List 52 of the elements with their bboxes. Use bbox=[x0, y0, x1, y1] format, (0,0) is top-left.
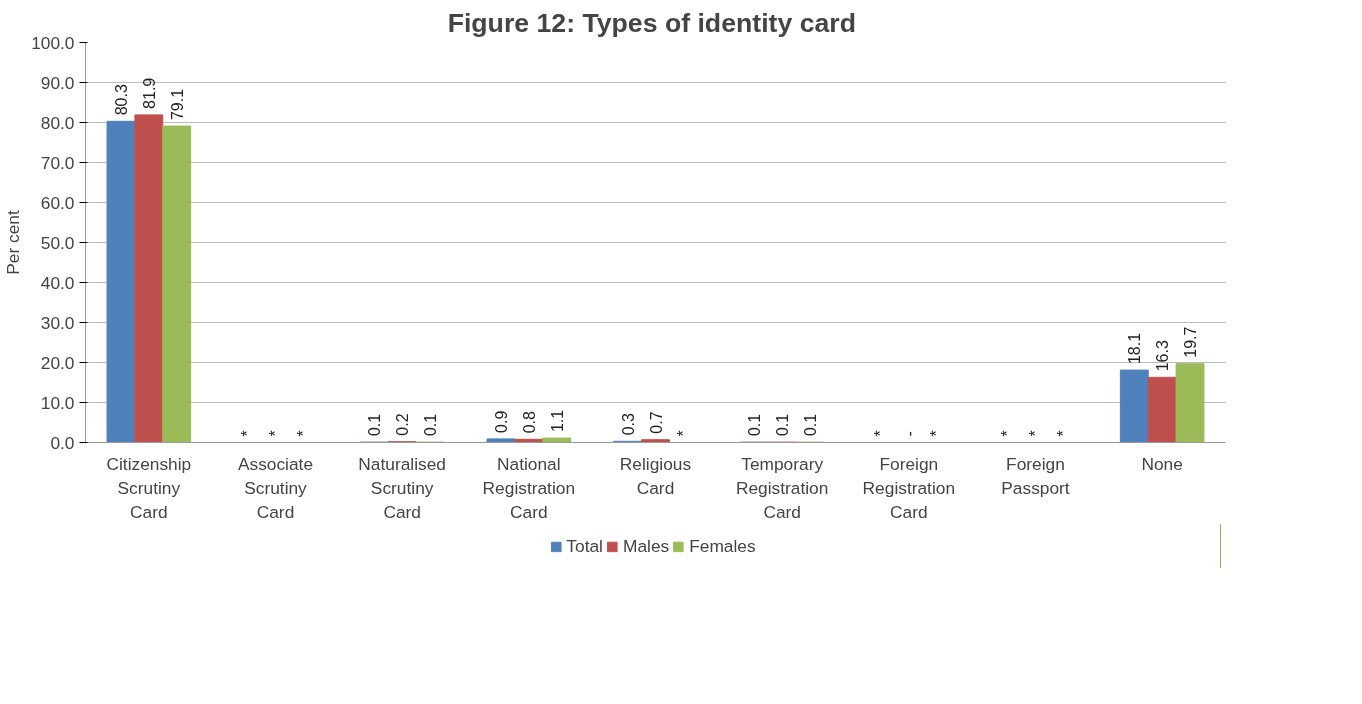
data-label: 0.2 bbox=[394, 413, 412, 436]
data-label: 0.9 bbox=[492, 410, 510, 433]
data-label: * bbox=[267, 430, 284, 437]
x-tick-label: Temporary Registration Card bbox=[735, 453, 829, 522]
y-tick-label: 0.0 bbox=[50, 432, 75, 453]
data-label: 19.7 bbox=[1182, 326, 1200, 358]
data-label: 0.1 bbox=[746, 413, 764, 437]
data-label: 80.3 bbox=[112, 84, 130, 116]
data-label: 0.8 bbox=[520, 410, 538, 434]
data-label: 79.1 bbox=[168, 88, 186, 121]
y-tick-label: 50.0 bbox=[40, 232, 75, 253]
y-axis-title: Per cent bbox=[3, 210, 24, 275]
y-tick-label: 10.0 bbox=[40, 392, 75, 413]
data-label: 0.7 bbox=[647, 411, 665, 434]
data-label: * bbox=[239, 430, 257, 437]
data-label: * bbox=[1054, 430, 1072, 437]
data-label: * bbox=[294, 430, 312, 437]
data-label: 16.3 bbox=[1154, 340, 1172, 372]
data-label: * bbox=[999, 430, 1017, 437]
y-tick-label: 20.0 bbox=[40, 352, 75, 373]
data-label: 0.1 bbox=[422, 413, 440, 437]
x-tick-label: None bbox=[1141, 453, 1183, 474]
data-label: 81.9 bbox=[140, 77, 158, 109]
data-label: 1.1 bbox=[548, 409, 566, 433]
data-label: - bbox=[900, 431, 918, 437]
data-label: 0.1 bbox=[366, 413, 384, 437]
y-tick-label: 40.0 bbox=[40, 272, 75, 293]
y-tick-label: 30.0 bbox=[40, 312, 75, 333]
x-tick-label: Associate Scrutiny Card bbox=[237, 453, 314, 522]
data-label: * bbox=[1027, 430, 1044, 437]
data-label: * bbox=[872, 430, 890, 437]
x-tick-label: Religious Card bbox=[619, 453, 692, 498]
data-label: 0.1 bbox=[774, 413, 792, 437]
data-label: 18.1 bbox=[1126, 332, 1144, 365]
y-tick-label: 90.0 bbox=[40, 72, 75, 93]
y-tick-label: 100.0 bbox=[31, 32, 75, 53]
legend-label: Total bbox=[566, 535, 603, 557]
chart-title: Figure 12: Types of identity card bbox=[447, 7, 856, 38]
data-label: * bbox=[674, 430, 692, 437]
y-tick-label: 80.0 bbox=[40, 112, 75, 133]
y-tick-label: 70.0 bbox=[40, 152, 75, 173]
x-tick-label: Naturalised Scrutiny Card bbox=[358, 453, 446, 522]
data-label: 0.3 bbox=[619, 412, 637, 436]
data-label: * bbox=[928, 430, 946, 437]
legend-label: Females bbox=[689, 535, 756, 557]
y-tick-label: 60.0 bbox=[40, 192, 75, 213]
x-tick-label: Citizenship Scrutiny Card bbox=[106, 453, 192, 522]
x-tick-label: Foreign Passport bbox=[1001, 453, 1070, 498]
legend-label: Males bbox=[622, 535, 670, 557]
x-tick-label: National Registration Card bbox=[482, 453, 576, 522]
x-tick-label: Foreign Registration Card bbox=[862, 453, 956, 522]
data-label: 0.1 bbox=[802, 413, 820, 437]
